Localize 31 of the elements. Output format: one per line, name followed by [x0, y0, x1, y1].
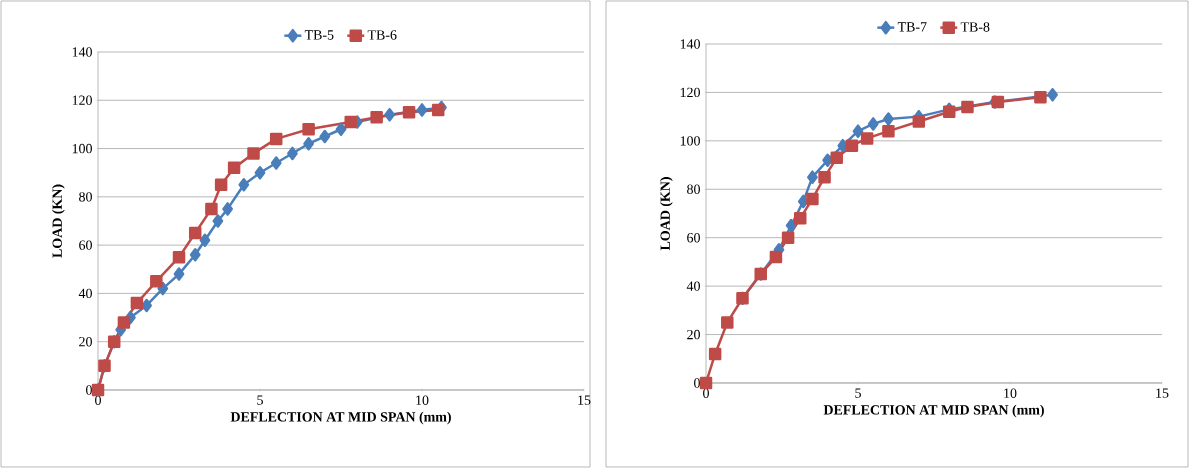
y-tick-label: 140 [680, 39, 700, 49]
legend-label: TB-6 [367, 30, 397, 40]
x-tick-label: 10 [416, 395, 429, 405]
x-tick-label: 15 [1156, 388, 1169, 398]
y-tick-label: 80 [79, 192, 92, 202]
x-tick-label: 5 [855, 388, 861, 398]
x-tick-label: 5 [257, 395, 263, 405]
y-axis-title: LOAD (KN) [52, 184, 65, 258]
x-axis-title: DEFLECTION AT MID SPAN (mm) [230, 411, 451, 425]
x-axis-title: DEFLECTION AT MID SPAN (mm) [823, 404, 1044, 418]
y-tick-label: 20 [79, 336, 92, 347]
legend-label: TB-5 [304, 30, 334, 40]
legend-label: TB-7 [897, 22, 927, 32]
y-tick-label: 0 [694, 378, 700, 388]
x-tick-label: 10 [1004, 388, 1017, 398]
y-tick-label: 80 [687, 184, 700, 194]
legend-label: TB-8 [960, 22, 990, 32]
y-tick-label: 40 [78, 288, 92, 299]
x-tick-label: 0 [703, 388, 709, 398]
y-tick-label: 40 [686, 281, 700, 291]
y-tick-label: 120 [680, 87, 700, 98]
y-axis-title: LOAD (KN) [660, 177, 673, 251]
y-tick-label: 20 [687, 329, 700, 340]
x-tick-label: 0 [95, 395, 101, 405]
y-tick-label: 100 [72, 143, 92, 154]
y-tick-label: 120 [72, 95, 92, 105]
y-tick-label: 100 [680, 136, 700, 146]
y-tick-label: 60 [79, 240, 92, 250]
y-tick-label: 140 [72, 47, 92, 57]
y-tick-label: 60 [687, 232, 700, 243]
x-tick-label: 15 [578, 395, 591, 405]
